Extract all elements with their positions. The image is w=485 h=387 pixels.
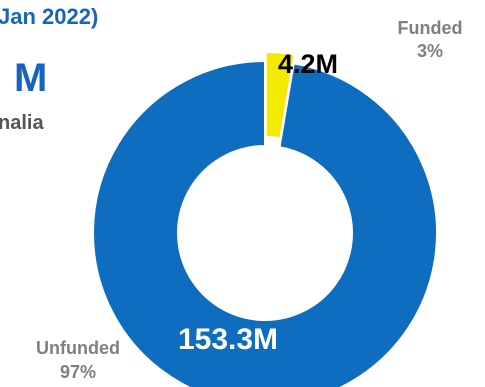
data-label-funded-category: Funded — [398, 18, 463, 38]
data-label-unfunded-value: 153.3M — [178, 323, 278, 356]
donut-slices — [92, 51, 438, 387]
data-label-unfunded-percent: 97% — [60, 362, 96, 382]
data-label-unfunded-category: Unfunded — [36, 338, 120, 358]
data-label-funded-percent: 3% — [417, 41, 443, 61]
header-total-value-fragment: M — [14, 56, 48, 100]
data-label-funded-value: 4.2M — [278, 49, 338, 79]
header-date-fragment: Jan 2022) — [0, 4, 99, 29]
header-subtitle-fragment: nalia — [0, 112, 44, 134]
donut-slice-unfunded — [92, 59, 438, 387]
donut-labels: 4.2M 153.3M Funded 3% Unfunded 97% — [36, 18, 462, 382]
